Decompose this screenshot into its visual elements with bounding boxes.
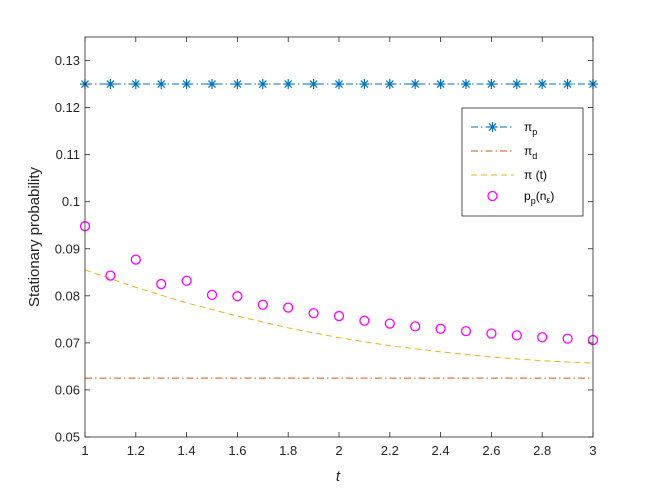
legend-entry: πp xyxy=(471,120,537,137)
asterisk-marker xyxy=(283,79,294,90)
asterisk-marker xyxy=(359,79,370,90)
series-line xyxy=(84,269,594,364)
circle-marker xyxy=(257,299,268,310)
circle-marker xyxy=(283,302,294,313)
asterisk-marker xyxy=(334,79,344,90)
asterisk-marker xyxy=(257,79,268,90)
circle-marker xyxy=(537,332,548,343)
asterisk-marker xyxy=(181,79,192,90)
series-dash-dot-asterisk xyxy=(80,79,598,90)
circle-marker xyxy=(384,318,395,329)
series-layer xyxy=(79,79,599,379)
asterisk-marker xyxy=(511,79,522,90)
asterisk-marker xyxy=(562,79,573,90)
x-tick-label: 1.8 xyxy=(279,443,297,458)
legend-marker xyxy=(487,190,498,202)
x-tick-label: 2 xyxy=(335,443,342,458)
series-dashed xyxy=(84,269,594,364)
x-tick-label: 2.6 xyxy=(482,443,500,458)
circle-marker xyxy=(460,325,472,337)
y-tick-label: 0.06 xyxy=(55,382,80,397)
circle-marker xyxy=(232,291,243,302)
circle-marker xyxy=(359,315,370,326)
y-tick-label: 0.1 xyxy=(62,194,80,209)
x-tick-label: 1.6 xyxy=(228,443,246,458)
circle-marker xyxy=(156,278,167,290)
legend: πp πd π (t) pp(nε) xyxy=(461,107,584,217)
asterisk-marker xyxy=(410,79,421,90)
asterisk-marker xyxy=(105,79,116,90)
circle-marker xyxy=(105,270,116,281)
circle-marker xyxy=(333,310,345,322)
legend-label: πd xyxy=(524,144,537,161)
tick-labels: 1 1.2 1.4 1.6 1.8 2 2.2 2.4 2.6 2.8 3 0.05 0.06 0.07 0… xyxy=(55,53,597,458)
legend-entry: π (t) xyxy=(471,168,547,182)
x-tick-label: 3 xyxy=(589,443,596,458)
legend-label: πp xyxy=(524,120,537,137)
legend-entry: πd xyxy=(471,144,537,161)
circle-marker xyxy=(511,330,522,341)
asterisk-marker xyxy=(308,79,319,90)
asterisk-marker xyxy=(384,79,395,90)
y-tick-label: 0.09 xyxy=(55,241,80,256)
asterisk-marker xyxy=(232,79,243,90)
x-tick-label: 2.2 xyxy=(381,443,399,458)
y-axis-label: Stationary probability xyxy=(26,166,43,307)
legend-entry: pp(nε) xyxy=(487,189,554,206)
asterisk-marker xyxy=(486,79,497,90)
axes xyxy=(84,36,594,438)
circle-marker xyxy=(308,308,319,319)
circle-marker xyxy=(562,333,573,344)
asterisk-marker xyxy=(156,79,167,90)
x-axis-label: t xyxy=(336,468,341,485)
plot-background xyxy=(85,37,593,437)
asterisk-marker xyxy=(207,79,217,90)
y-tick-label: 0.11 xyxy=(56,147,80,162)
circle-marker xyxy=(486,328,497,339)
x-tick-label: 1.4 xyxy=(178,443,196,458)
series-circle xyxy=(79,221,599,346)
plot-area xyxy=(85,37,593,437)
x-tick-label: 1.2 xyxy=(127,443,145,458)
x-tick-label: 2.4 xyxy=(432,443,450,458)
circle-marker xyxy=(130,254,141,265)
asterisk-marker xyxy=(130,79,141,90)
y-tick-label: 0.13 xyxy=(55,53,80,68)
circle-marker xyxy=(181,275,192,286)
x-tick-label: 1 xyxy=(81,443,88,458)
asterisk-marker xyxy=(435,79,446,90)
circle-marker xyxy=(435,323,446,334)
asterisk-marker xyxy=(487,122,498,132)
asterisk-marker xyxy=(461,79,471,90)
legend-label: pp(nε) xyxy=(524,189,554,206)
y-tick-label: 0.12 xyxy=(55,100,80,115)
y-tick-label: 0.05 xyxy=(55,430,80,445)
y-tick-label: 0.07 xyxy=(55,335,80,350)
y-tick-label: 0.08 xyxy=(55,288,80,303)
legend-box xyxy=(461,107,584,217)
asterisk-marker xyxy=(537,79,548,90)
circle-marker xyxy=(410,321,421,332)
x-tick-label: 2.8 xyxy=(533,443,551,458)
legend-label: π (t) xyxy=(524,168,547,182)
circle-marker xyxy=(206,289,218,301)
